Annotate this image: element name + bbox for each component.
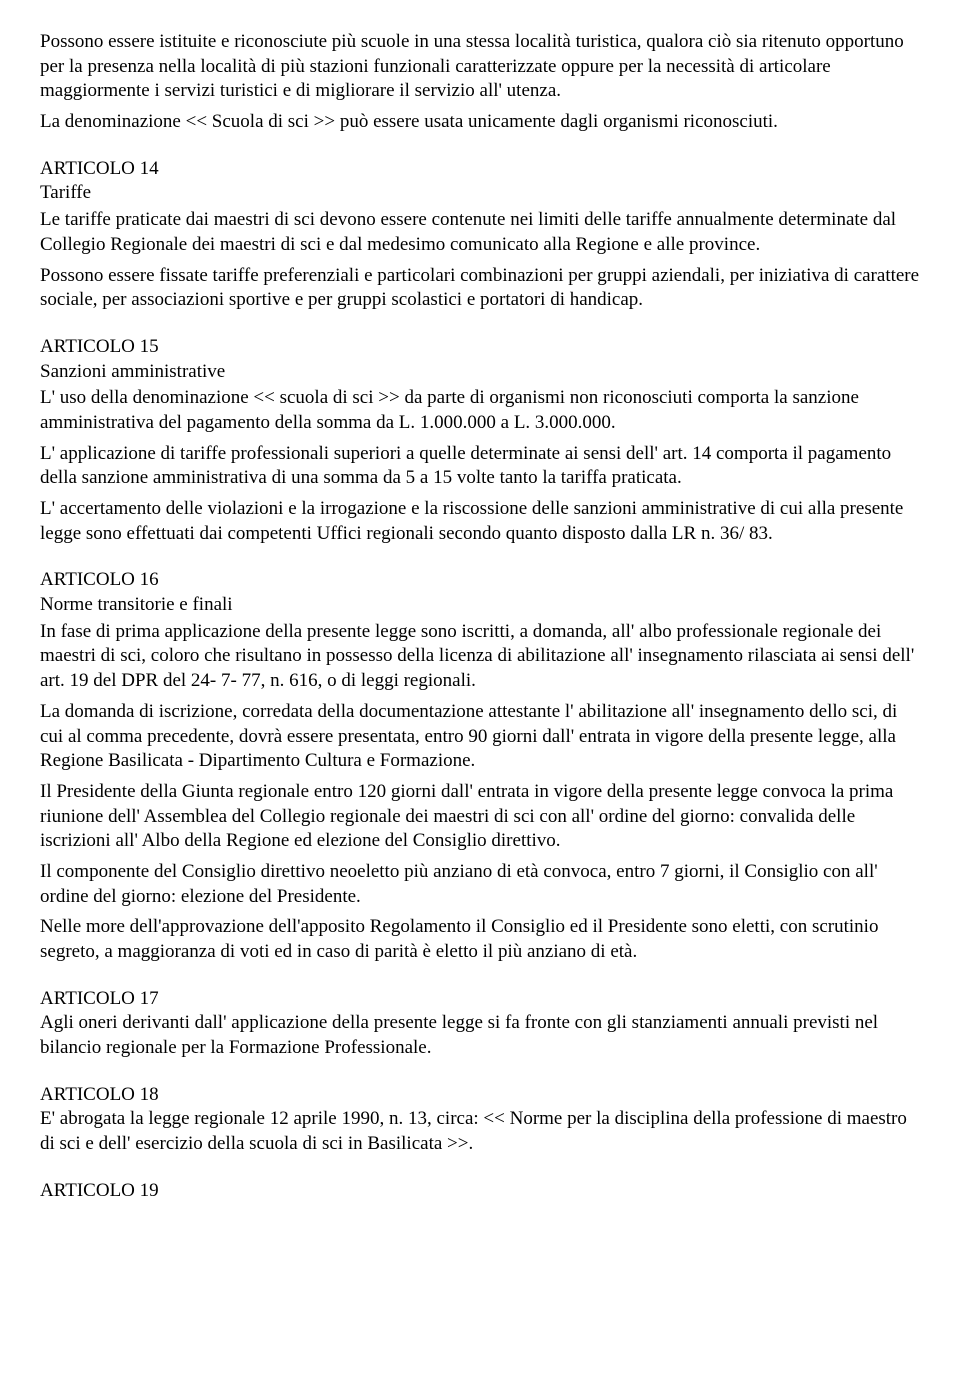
- article-18-label: ARTICOLO 18: [40, 1083, 920, 1108]
- article-16: ARTICOLO 16 Norme transitorie e finali I…: [40, 568, 920, 964]
- article-16-p4: Il componente del Consiglio direttivo ne…: [40, 860, 920, 909]
- article-15-p1: L' uso della denominazione << scuola di …: [40, 386, 920, 435]
- article-17: ARTICOLO 17 Agli oneri derivanti dall' a…: [40, 987, 920, 1061]
- article-16-p1: In fase di prima applicazione della pres…: [40, 620, 920, 694]
- article-16-p3: Il Presidente della Giunta regionale ent…: [40, 780, 920, 854]
- article-14-label: ARTICOLO 14: [40, 157, 920, 182]
- article-15-label: ARTICOLO 15: [40, 335, 920, 360]
- article-16-p2: La domanda di iscrizione, corredata dell…: [40, 700, 920, 774]
- intro-p2: La denominazione << Scuola di sci >> può…: [40, 110, 920, 135]
- document-body: Possono essere istituite e riconosciute …: [40, 30, 920, 1204]
- article-17-p1: Agli oneri derivanti dall' applicazione …: [40, 1011, 920, 1060]
- article-14-p1: Le tariffe praticate dai maestri di sci …: [40, 208, 920, 257]
- article-15-p2: L' applicazione di tariffe professionali…: [40, 442, 920, 491]
- article-19: ARTICOLO 19: [40, 1179, 920, 1204]
- article-18: ARTICOLO 18 E' abrogata la legge regiona…: [40, 1083, 920, 1157]
- article-14: ARTICOLO 14 Tariffe Le tariffe praticate…: [40, 157, 920, 313]
- article-16-title: Norme transitorie e finali: [40, 593, 920, 618]
- article-16-label: ARTICOLO 16: [40, 568, 920, 593]
- article-15: ARTICOLO 15 Sanzioni amministrative L' u…: [40, 335, 920, 547]
- article-15-title: Sanzioni amministrative: [40, 360, 920, 385]
- article-17-label: ARTICOLO 17: [40, 987, 920, 1012]
- intro-p1: Possono essere istituite e riconosciute …: [40, 30, 920, 104]
- article-14-p2: Possono essere fissate tariffe preferenz…: [40, 264, 920, 313]
- article-19-label: ARTICOLO 19: [40, 1179, 920, 1204]
- article-16-p5: Nelle more dell'approvazione dell'apposi…: [40, 915, 920, 964]
- article-18-p1: E' abrogata la legge regionale 12 aprile…: [40, 1107, 920, 1156]
- article-15-p3: L' accertamento delle violazioni e la ir…: [40, 497, 920, 546]
- article-14-title: Tariffe: [40, 181, 920, 206]
